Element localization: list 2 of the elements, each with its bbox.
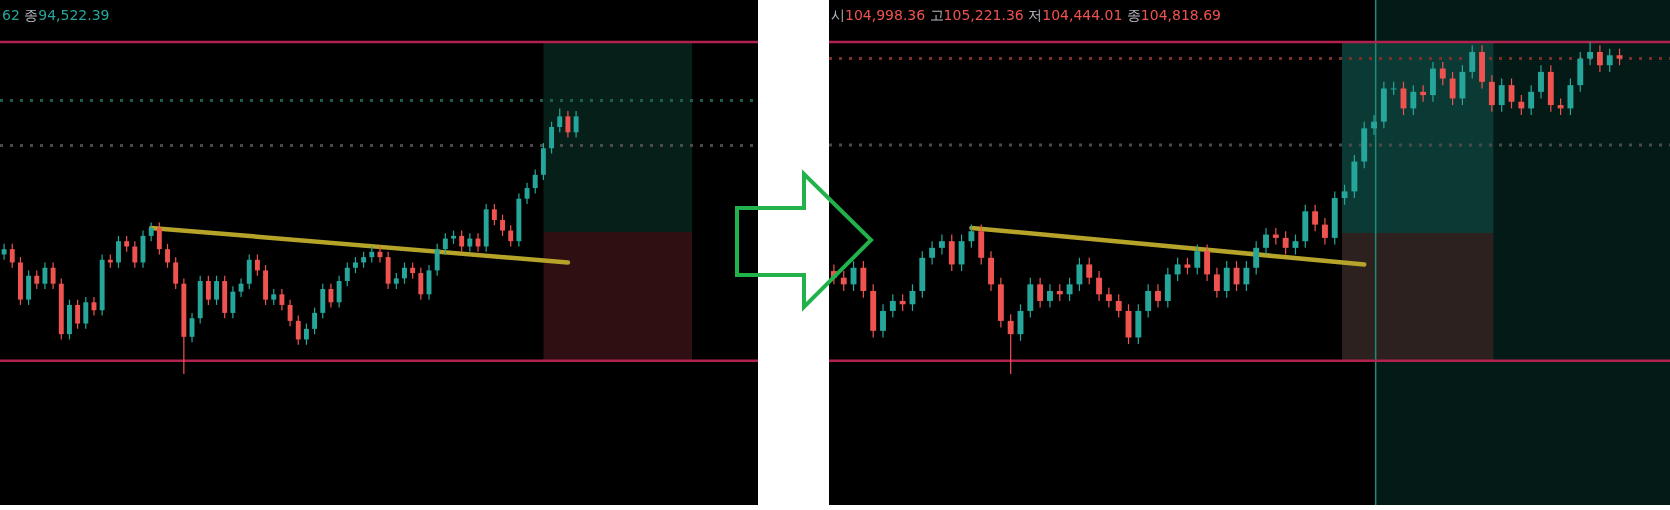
- title: 시104,998.36 고105,221.36 저104,444.01 종104,818.69: [831, 7, 1221, 23]
- title: 62 종94,522.39: [2, 7, 110, 23]
